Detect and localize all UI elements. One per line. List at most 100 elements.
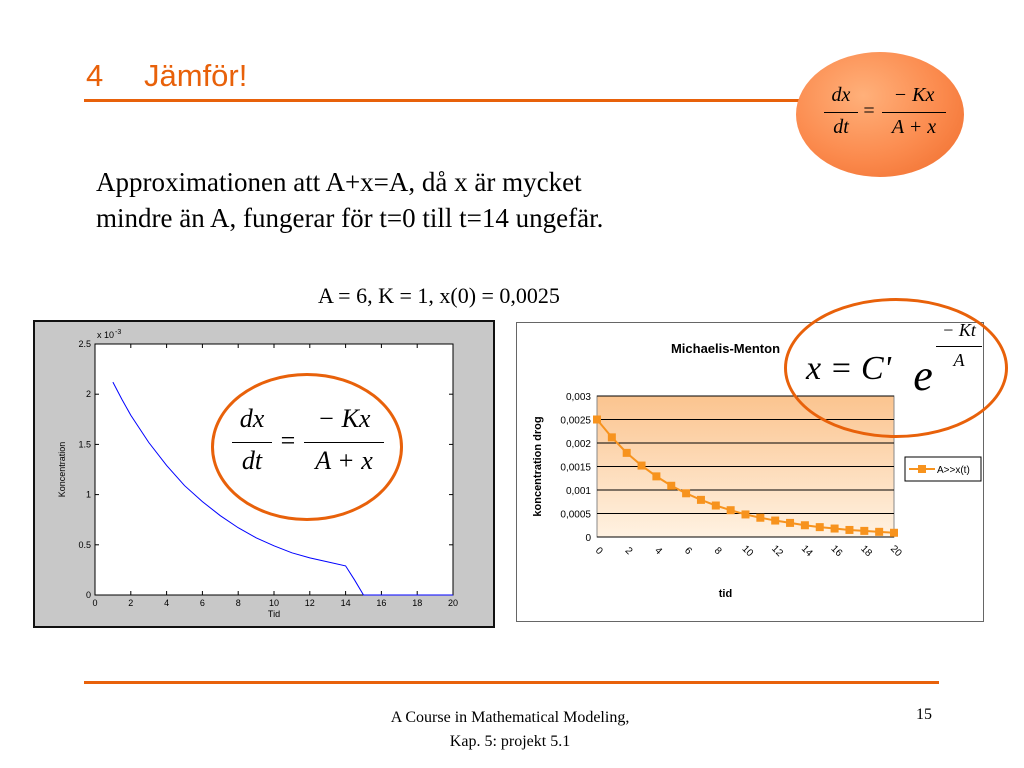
data-point (652, 472, 661, 481)
badge-rhs-num: − Kx (893, 84, 935, 106)
y-tick-label: 0,003 (566, 392, 591, 403)
highlight-circle-right (784, 298, 1008, 438)
data-point (726, 506, 735, 515)
y-tick-label: 0 (585, 533, 591, 544)
badge-equals: = (863, 100, 875, 122)
x-tick-label: 10 (739, 543, 755, 559)
legend-marker (918, 465, 926, 473)
data-point (830, 524, 839, 533)
y-axis-label: Koncentration (57, 442, 67, 498)
footer-line-1: A Course in Mathematical Modeling, (390, 709, 630, 726)
y-tick-label: 2.5 (78, 339, 91, 349)
data-point (756, 513, 765, 522)
x-tick-label: 12 (769, 543, 785, 559)
data-point (771, 516, 780, 525)
page-number: 15 (916, 706, 932, 723)
y-tick-label: 0.5 (78, 540, 91, 550)
parameter-line: A = 6, K = 1, x(0) = 0,0025 (318, 283, 560, 308)
x-tick-label: 14 (341, 598, 351, 608)
highlight-circle-left (211, 373, 403, 521)
y-axis-label: koncentration drog (532, 416, 544, 516)
y-tick-label: 2 (86, 389, 91, 399)
series-line (112, 381, 453, 596)
x-tick-label: 16 (376, 598, 386, 608)
x-tick-label: 18 (858, 543, 874, 559)
y-tick-label: 0,001 (566, 486, 591, 497)
data-point (741, 510, 750, 519)
x-axis-label: tid (719, 588, 732, 600)
y-tick-label: 0,0015 (560, 463, 591, 474)
solution-exp-num: − Kt (942, 320, 976, 340)
overlay-equation: dx dt = − Kx A + x (228, 400, 388, 490)
data-point (667, 481, 676, 490)
slide-title-text: Jämför! (144, 58, 248, 93)
solution-exp-den: A (953, 350, 965, 370)
x-tick-label: 4 (164, 598, 169, 608)
chart-title: Michaelis-Menton (671, 341, 780, 356)
data-point (622, 448, 631, 457)
excel-chart: 0 0,0005 0,001 0,0015 0,002 0,0025 0,003 0 2 4 6 8 1… (532, 341, 982, 600)
x-tick-label: 12 (305, 598, 315, 608)
footer-divider (84, 681, 939, 684)
y-tick-label: 1 (86, 490, 91, 500)
x-tick-label: 6 (682, 545, 694, 557)
x-tick-label: 2 (623, 545, 635, 557)
badge-rhs-bar (882, 112, 946, 113)
overlay-lhs-num: dx (239, 404, 265, 433)
x-tick-label: 14 (799, 543, 815, 559)
data-point (696, 495, 705, 504)
equation-badge (796, 52, 964, 177)
x-tick-label: 8 (236, 598, 241, 608)
y-tick-label: 0 (86, 590, 91, 600)
body-line-2: mindre än A, fungerar för t=0 till t=14 … (96, 203, 604, 233)
slide-number: 4 (86, 58, 104, 93)
data-point (711, 501, 720, 510)
overlay-rhs-num: − Kx (317, 404, 371, 433)
y-tick-label: 0,0005 (560, 510, 591, 521)
y-tick-label: 1.5 (78, 439, 91, 449)
y-tick-label: 0,002 (566, 439, 591, 450)
overlay-equals: = (280, 426, 296, 455)
body-text: Approximationen att A+x=A, då x är mycke… (96, 164, 603, 236)
x-axis-label: Tid (268, 609, 280, 619)
data-point (890, 528, 898, 537)
overlay-rhs-bar (304, 442, 384, 443)
x-tick-label: 0 (593, 545, 605, 557)
badge-lhs-num: dx (831, 84, 851, 106)
badge-rhs-den: A + x (891, 116, 937, 138)
x-tick-label: 4 (652, 545, 664, 557)
data-point (607, 433, 616, 442)
data-point (682, 489, 691, 498)
data-point (800, 521, 809, 530)
x-tick-label: 18 (412, 598, 422, 608)
badge-lhs-den: dt (833, 116, 849, 138)
overlay-lhs-den: dt (241, 446, 263, 475)
solution-equation: x = C' e − Kt A (806, 320, 996, 410)
overlay-lhs-bar (232, 442, 272, 443)
data-point (815, 523, 824, 532)
data-point (845, 525, 854, 534)
data-point (637, 461, 646, 470)
solution-base: e (913, 351, 933, 400)
x-tick-label: 6 (200, 598, 205, 608)
overlay-rhs-den: A + x (315, 446, 373, 475)
x-tick-label: 10 (269, 598, 279, 608)
legend-label: A>>x(t) (937, 465, 970, 476)
x-tick-label: 20 (448, 598, 458, 608)
data-point (786, 518, 795, 527)
x-tick-label: 16 (829, 543, 845, 559)
data-point (593, 415, 601, 424)
title-divider (84, 99, 822, 102)
solution-lhs: x = C' (806, 350, 891, 387)
solution-exp-bar (936, 346, 982, 347)
data-point (860, 526, 869, 535)
data-point (875, 527, 884, 536)
body-line-1: Approximationen att A+x=A, då x är mycke… (96, 167, 582, 197)
badge-lhs-bar (824, 112, 858, 113)
footer-text: A Course in Mathematical Modeling, Kap. … (320, 706, 700, 754)
y-tick-label: 0,0025 (560, 416, 591, 427)
footer-line-2: Kap. 5: projekt 5.1 (449, 733, 571, 750)
slide-title: 4 Jämför! (86, 58, 247, 94)
badge-equation: dx dt = − Kx A + x (806, 78, 956, 158)
x-tick-label: 2 (128, 598, 133, 608)
